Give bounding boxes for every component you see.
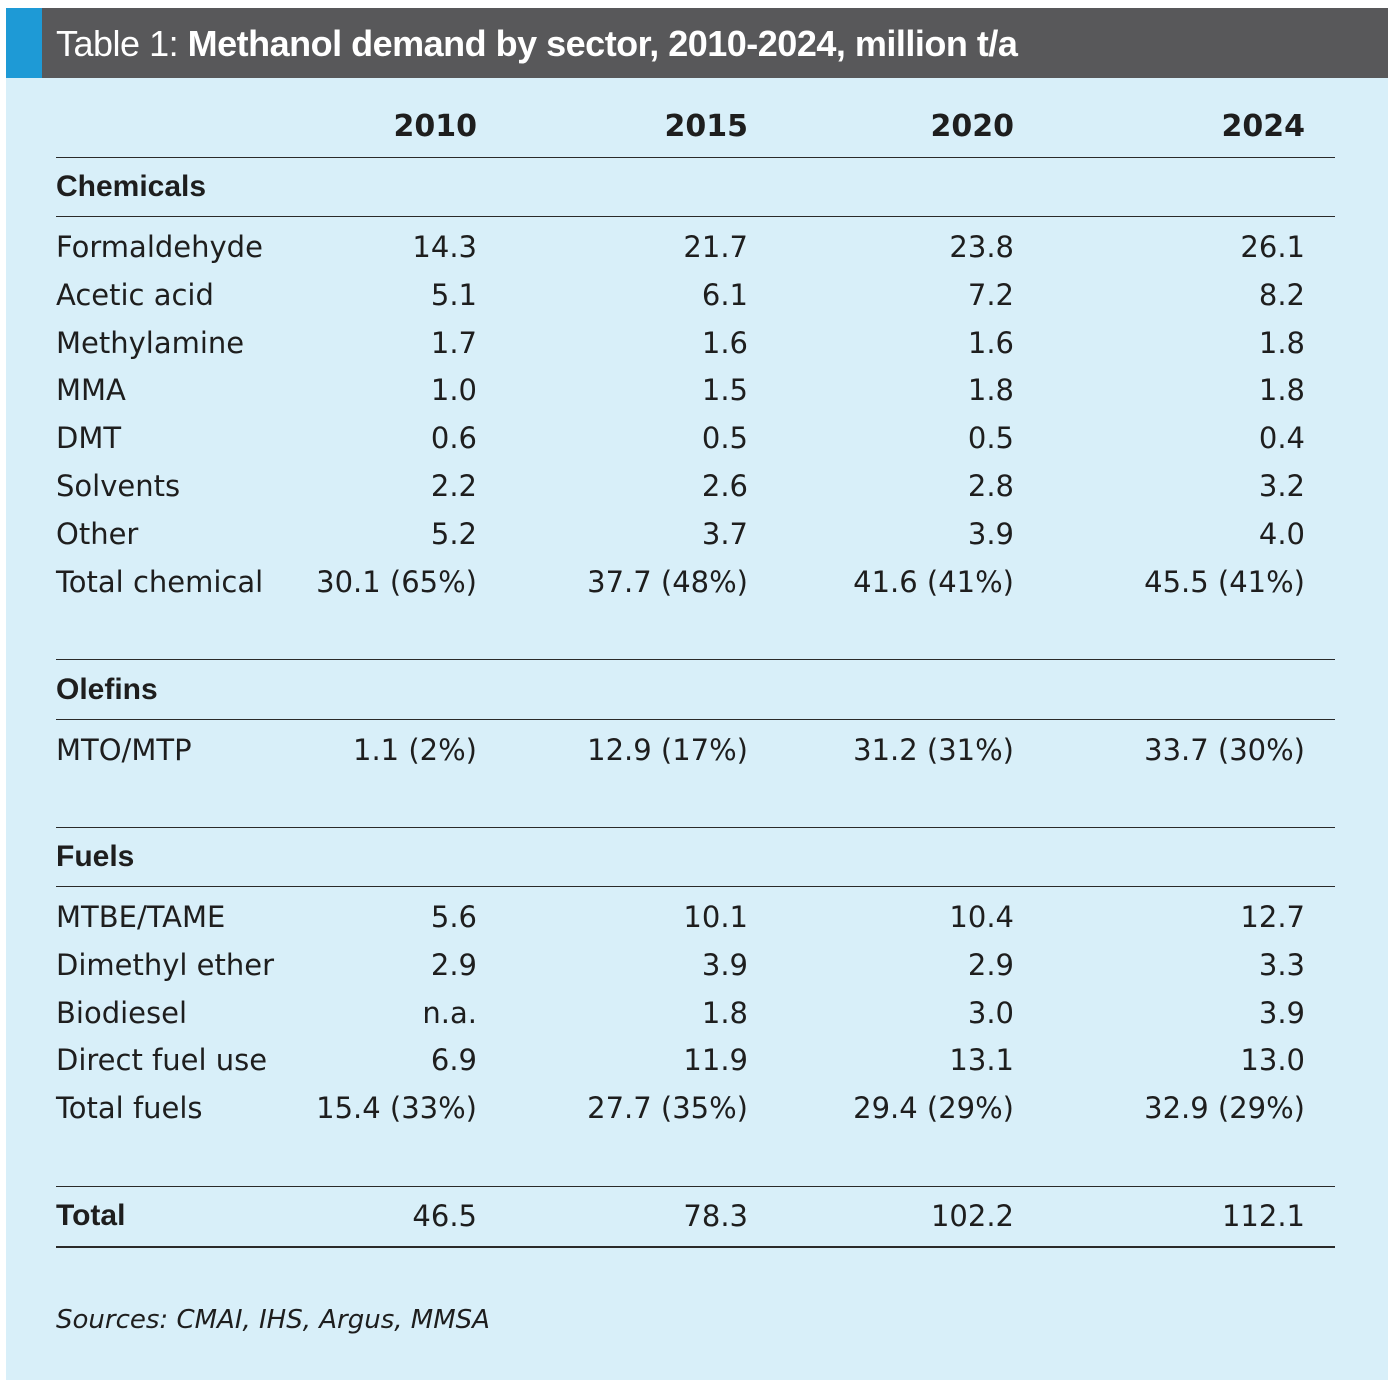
table-title: Table 1: Methanol demand by sector, 2010… <box>56 23 1018 64</box>
table-cell-2010: 2.2 <box>430 469 477 503</box>
section-header-fuels: Fuels <box>56 840 135 873</box>
table-number: Table 1: <box>56 23 188 64</box>
total-value-2015: 78.3 <box>683 1199 748 1233</box>
table-cell-2024: 3.9 <box>1258 996 1305 1030</box>
table-cell-2020: 1.8 <box>967 373 1014 407</box>
total-row-label: Total <box>56 1199 126 1232</box>
table-cell-2024: 13.0 <box>1240 1043 1305 1077</box>
table-cell-2024: 1.8 <box>1258 373 1305 407</box>
table-cell-2015: 12.9 (17%) <box>587 733 748 767</box>
column-header-2010: 2010 <box>393 109 478 144</box>
table-cell-2015: 1.6 <box>701 326 748 360</box>
table-cell-2010: 5.1 <box>430 278 477 312</box>
row-label: Dimethyl ether <box>56 948 275 982</box>
column-header-2024: 2024 <box>1221 109 1306 144</box>
table-cell-2010: n.a. <box>422 996 477 1030</box>
table-cell-2010: 1.0 <box>430 373 477 407</box>
table-cell-2015: 1.8 <box>701 996 748 1030</box>
table-cell-2015: 1.5 <box>701 373 748 407</box>
table-cell-2010: 5.2 <box>430 517 477 551</box>
row-label: MTBE/TAME <box>56 900 226 934</box>
table-cell-2024: 45.5 (41%) <box>1144 565 1305 599</box>
table-cell-2015: 0.5 <box>701 421 748 455</box>
table-cell-2020: 2.8 <box>967 469 1014 503</box>
table-cell-2024: 8.2 <box>1258 278 1305 312</box>
total-value-2020: 102.2 <box>930 1199 1014 1233</box>
table-cell-2020: 10.4 <box>949 900 1014 934</box>
table-caption: Methanol demand by sector, 2010-2024, mi… <box>187 23 1018 64</box>
table-cell-2024: 33.7 (30%) <box>1144 733 1305 767</box>
table-cell-2020: 31.2 (31%) <box>853 733 1014 767</box>
table-cell-2024: 3.2 <box>1258 469 1305 503</box>
title-bar: Table 1: Methanol demand by sector, 2010… <box>6 8 1388 78</box>
row-label: Biodiesel <box>56 996 188 1030</box>
table-cell-2015: 21.7 <box>683 230 748 264</box>
row-label: Other <box>56 517 139 551</box>
row-label: DMT <box>56 421 122 455</box>
table-cell-2020: 29.4 (29%) <box>853 1091 1014 1125</box>
table-panel: Table 1: Methanol demand by sector, 2010… <box>6 8 1388 1380</box>
table-cell-2024: 32.9 (29%) <box>1144 1091 1305 1125</box>
section-divider-olefins <box>56 659 1335 660</box>
section-rule-fuels <box>56 886 1335 887</box>
table-cell-2010: 30.1 (65%) <box>316 565 477 599</box>
section-header-chemicals: Chemicals <box>56 170 207 203</box>
table-cell-2015: 3.7 <box>701 517 748 551</box>
table-cell-2015: 2.6 <box>701 469 748 503</box>
table-cell-2024: 3.3 <box>1258 948 1305 982</box>
column-header-2015: 2015 <box>664 109 749 144</box>
row-label: Acetic acid <box>56 278 214 312</box>
table-cell-2020: 1.6 <box>967 326 1014 360</box>
table-cell-2010: 5.6 <box>430 900 477 934</box>
table-cell-2020: 23.8 <box>949 230 1014 264</box>
table-cell-2015: 6.1 <box>701 278 748 312</box>
section-header-olefins: Olefins <box>56 673 158 706</box>
table-cell-2024: 1.8 <box>1258 326 1305 360</box>
table-cell-2010: 1.1 (2%) <box>353 733 477 767</box>
row-label: Formaldehyde <box>56 230 263 264</box>
table-cell-2020: 13.1 <box>949 1043 1014 1077</box>
table-cell-2010: 0.6 <box>430 421 477 455</box>
header-rule <box>56 157 1335 158</box>
table-cell-2024: 4.0 <box>1258 517 1305 551</box>
total-value-2024: 112.1 <box>1221 1199 1305 1233</box>
table-cell-2015: 37.7 (48%) <box>587 565 748 599</box>
row-label: Solvents <box>56 469 181 503</box>
title-accent-block <box>6 8 42 78</box>
table-cell-2020: 2.9 <box>967 948 1014 982</box>
table-cell-2010: 2.9 <box>430 948 477 982</box>
total-top-rule <box>56 1186 1335 1187</box>
table-cell-2020: 7.2 <box>967 278 1014 312</box>
table-cell-2015: 3.9 <box>701 948 748 982</box>
section-rule-chemicals <box>56 216 1335 217</box>
table-cell-2020: 3.9 <box>967 517 1014 551</box>
table-cell-2020: 3.0 <box>967 996 1014 1030</box>
table-cell-2024: 0.4 <box>1258 421 1305 455</box>
section-rule-olefins <box>56 719 1335 720</box>
total-bottom-rule <box>56 1246 1335 1248</box>
row-label: Direct fuel use <box>56 1043 268 1077</box>
table-cell-2024: 26.1 <box>1240 230 1305 264</box>
table-cell-2020: 0.5 <box>967 421 1014 455</box>
section-divider-fuels <box>56 827 1335 828</box>
row-label: Total chemical <box>56 565 264 599</box>
row-label: Methylamine <box>56 326 245 360</box>
column-header-2020: 2020 <box>930 109 1015 144</box>
table-cell-2024: 12.7 <box>1240 900 1305 934</box>
table-cell-2010: 14.3 <box>412 230 477 264</box>
row-label: MMA <box>56 373 126 407</box>
table-cell-2015: 27.7 (35%) <box>587 1091 748 1125</box>
table-cell-2015: 11.9 <box>683 1043 748 1077</box>
row-label: Total fuels <box>56 1091 203 1125</box>
total-value-2010: 46.5 <box>412 1199 477 1233</box>
row-label: MTO/MTP <box>56 733 192 767</box>
table-cell-2015: 10.1 <box>683 900 748 934</box>
table-cell-2010: 6.9 <box>430 1043 477 1077</box>
source-note: Sources: CMAI, IHS, Argus, MMSA <box>56 1305 490 1335</box>
table-cell-2010: 1.7 <box>430 326 477 360</box>
table-cell-2020: 41.6 (41%) <box>853 565 1014 599</box>
table-cell-2010: 15.4 (33%) <box>316 1091 477 1125</box>
